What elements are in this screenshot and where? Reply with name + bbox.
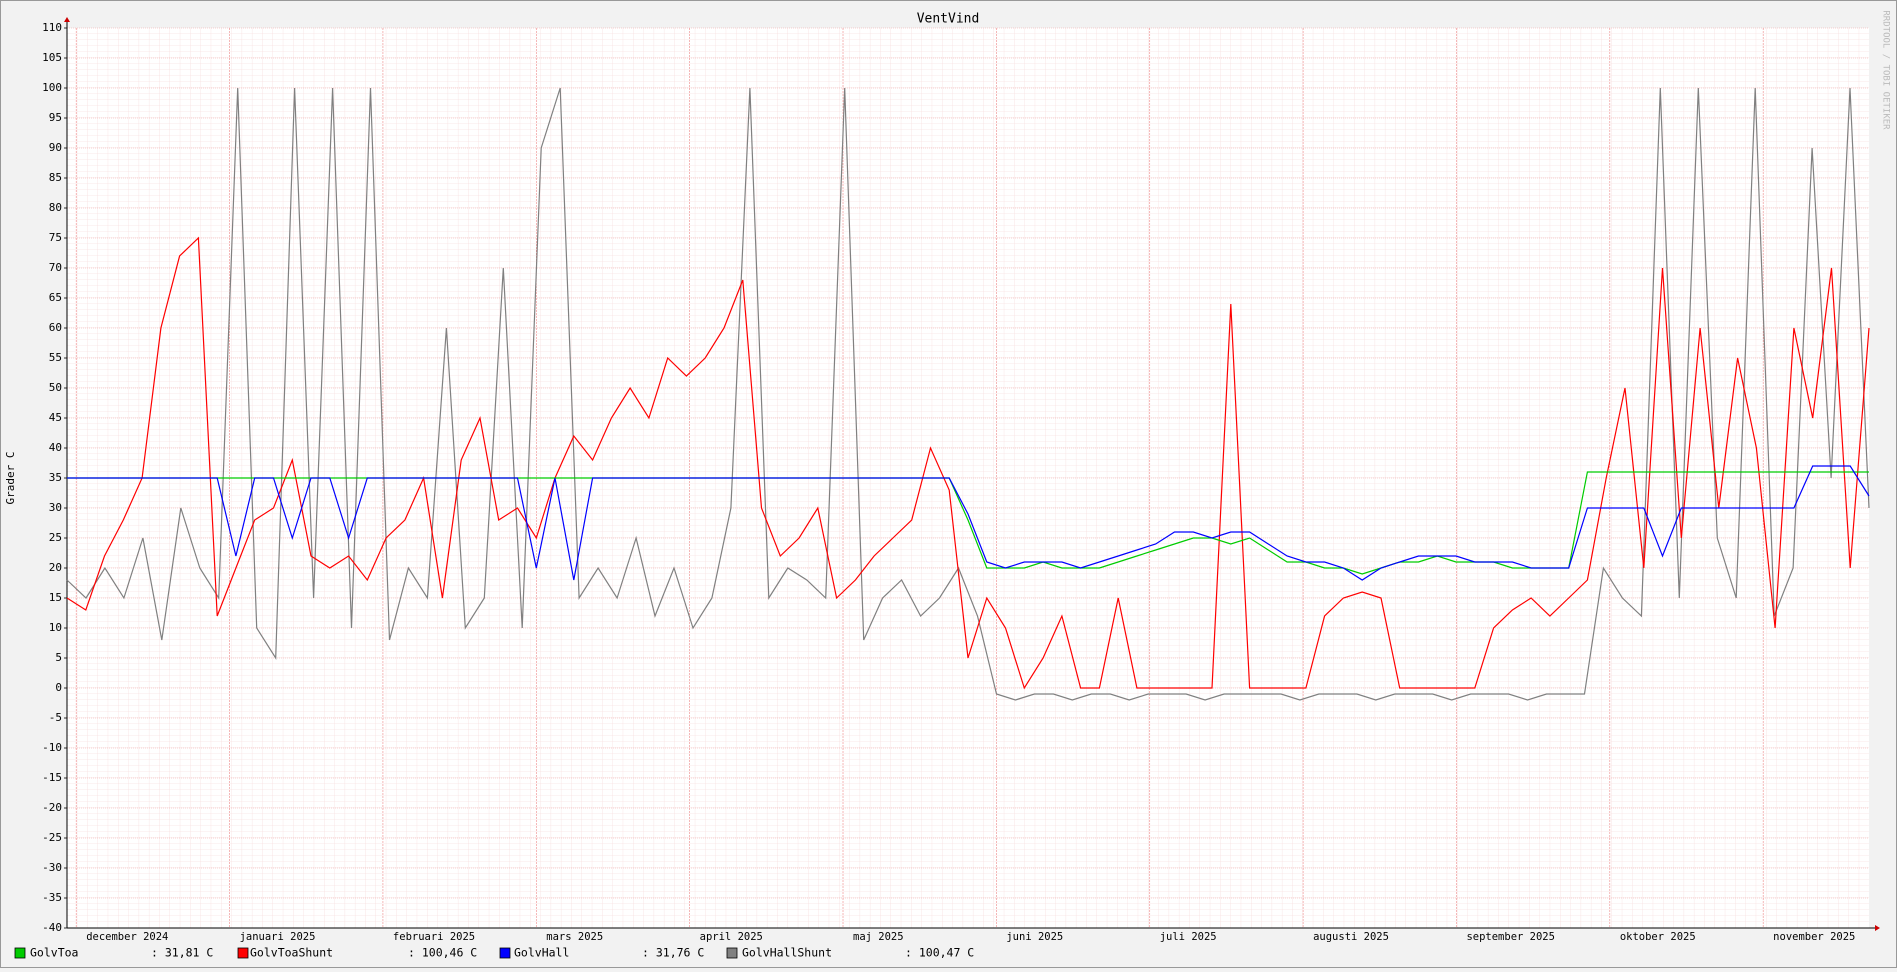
chart-title: VentVind [917,12,980,27]
legend-value: : 31,81 C [151,946,213,960]
legend-value: : 100,47 C [905,946,974,960]
legend-swatch [14,947,26,959]
y-tick-label: 110 [42,21,62,34]
legend-value: : 31,76 C [642,946,704,960]
series-line [66,87,1870,701]
y-tick-label: -15 [42,771,62,784]
series-line [66,236,1870,690]
legend-swatch [726,947,738,959]
y-tick-label: -20 [42,801,62,814]
x-tick-label: maj 2025 [853,931,904,943]
y-tick-label: -35 [42,891,62,904]
legend-swatch [237,947,249,959]
x-tick-label: september 2025 [1466,931,1555,943]
y-tick-label: 25 [49,531,62,544]
y-tick-label: 5 [55,651,62,664]
y-tick-label: 10 [49,621,62,634]
x-tick-label: juli 2025 [1160,931,1217,943]
y-tick-label: 100 [42,81,62,94]
x-tick-label: januari 2025 [240,931,316,943]
y-tick-label: 85 [49,171,62,184]
y-tick-label: 70 [49,261,62,274]
y-tick-label: 90 [49,141,62,154]
y-tick-label: 105 [42,51,62,64]
x-tick-label: juni 2025 [1006,931,1063,943]
x-tick-label: oktober 2025 [1620,931,1696,943]
y-tick-label: 0 [55,681,62,694]
legend-label: GolvHallShunt [742,946,832,960]
y-tick-label: 80 [49,201,62,214]
y-tick-label: -10 [42,741,62,754]
y-tick-label: -25 [42,831,62,844]
arrow [64,17,70,22]
legend-label: GolvToa [30,946,78,960]
arrow [1875,925,1880,931]
y-tick-label: 95 [49,111,62,124]
x-tick-label: februari 2025 [393,931,475,943]
y-tick-label: 45 [49,411,62,424]
y-axis-label: Grader C [4,452,17,505]
y-tick-label: -30 [42,861,62,874]
legend-value: : 100,46 C [408,946,477,960]
y-tick-label: 15 [49,591,62,604]
y-tick-label: 30 [49,501,62,514]
series-line [67,465,1870,581]
watermark: RRDTOOL / TOBI OETIKER [1881,10,1891,130]
y-tick-label: 60 [49,321,62,334]
legend-label: GolvToaShunt [250,946,333,960]
x-tick-label: november 2025 [1773,931,1855,943]
y-tick-label: 55 [49,351,62,364]
y-tick-label: 65 [49,291,62,304]
legend-label: GolvHall [514,946,569,960]
y-tick-label: 50 [49,381,62,394]
y-tick-label: -40 [42,921,62,934]
y-tick-label: -5 [49,711,62,724]
y-tick-label: 40 [49,441,62,454]
legend-swatch [499,947,511,959]
x-tick-label: augusti 2025 [1313,931,1389,943]
y-tick-label: 35 [49,471,62,484]
x-tick-label: mars 2025 [546,931,603,943]
y-tick-label: 20 [49,561,62,574]
x-tick-label: december 2024 [86,931,168,943]
y-tick-label: 75 [49,231,62,244]
x-tick-label: april 2025 [700,931,763,943]
